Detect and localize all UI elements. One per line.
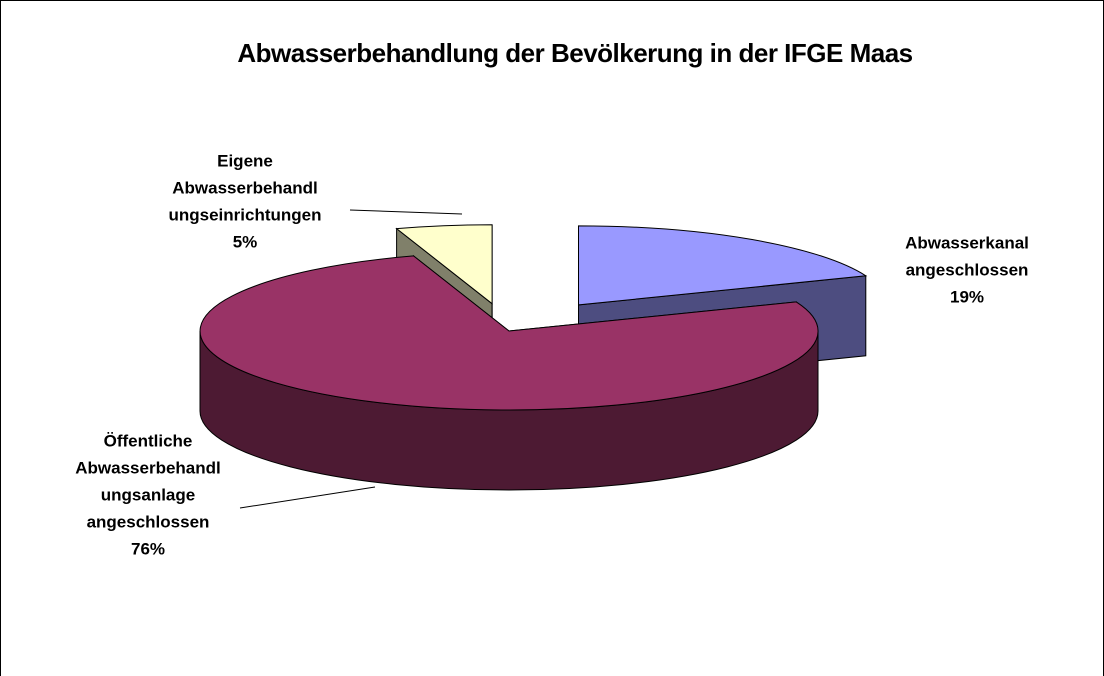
- slice-label: Eigene: [217, 151, 273, 170]
- pie: [199, 224, 868, 491]
- value-label: 19%: [950, 287, 984, 306]
- value-label: 5%: [233, 232, 258, 251]
- slice: [395, 224, 493, 305]
- chart-title: Abwasserbehandlung der Bevölkerung in de…: [237, 38, 912, 68]
- slice-label: Öffentliche: [104, 431, 193, 450]
- slice-label: ungseinrichtungen: [169, 205, 322, 224]
- leader-line: [349, 209, 463, 215]
- slice: [578, 225, 868, 306]
- slice-label: angeschlossen: [87, 512, 210, 531]
- slice-label: ungsanlage: [101, 485, 195, 504]
- labels: Abwasserkanal angeschlossen 19% Öffentliche…: [75, 151, 1029, 558]
- slice-label: Abwasserkanal: [905, 233, 1029, 252]
- slice-label: angeschlossen: [906, 260, 1029, 279]
- slice: [199, 255, 819, 411]
- value-label: 76%: [131, 539, 165, 558]
- leader-line: [239, 486, 376, 509]
- slice-label: Abwasserbehandl: [172, 178, 318, 197]
- slice-label: Abwasserbehandl: [75, 458, 221, 477]
